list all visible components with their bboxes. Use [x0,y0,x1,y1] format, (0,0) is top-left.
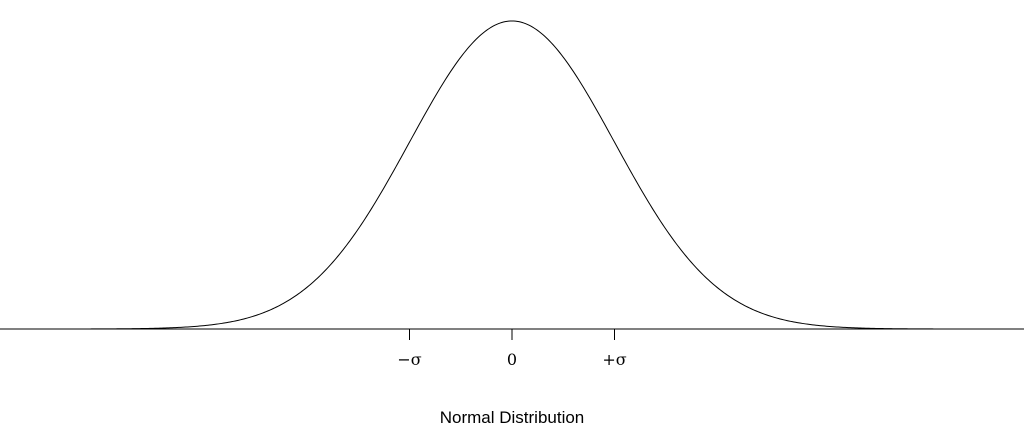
x-tick-label-1: 0 [507,350,517,369]
x-axis-label: Normal Distribution [440,408,585,427]
x-tick-label-0: −σ [397,350,421,369]
x-tick-label-2: +σ [602,350,626,369]
density-curve [0,20,1024,330]
x-axis-ticks: −σ 0 +σ [397,329,627,369]
